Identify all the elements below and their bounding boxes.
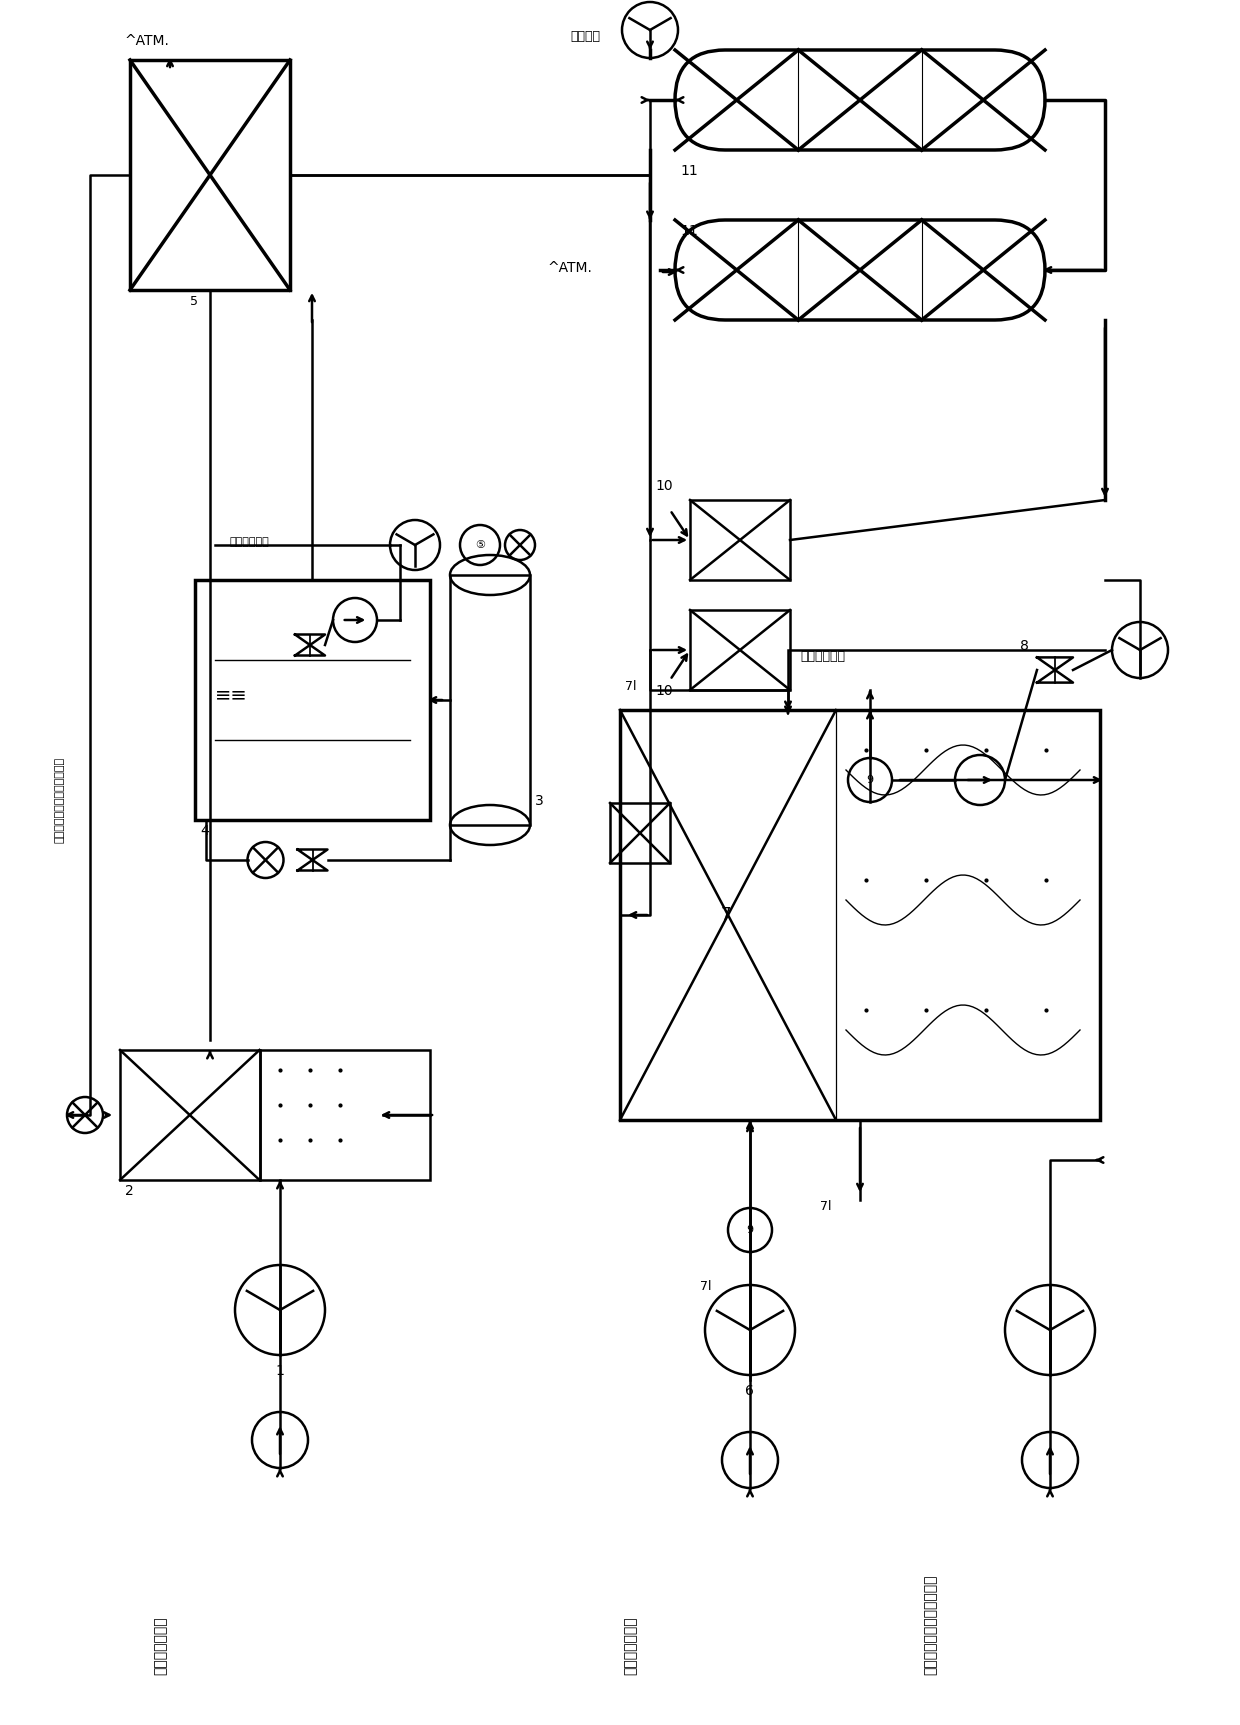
Text: 1: 1	[275, 1364, 284, 1378]
Text: 与鼃出组: 与鼃出组	[570, 29, 600, 43]
Text: 7l: 7l	[625, 680, 636, 693]
Text: 4: 4	[200, 825, 208, 838]
Text: 高浓度有机废气: 高浓度有机废气	[153, 1616, 167, 1675]
Text: ^ATM.: ^ATM.	[548, 260, 593, 274]
Text: 5: 5	[190, 295, 198, 309]
Text: 7: 7	[720, 906, 730, 925]
Text: 3: 3	[534, 794, 544, 807]
Text: 补充营养液来自污水处理场: 补充营养液来自污水处理场	[923, 1575, 937, 1675]
Text: 纤维束水处理: 纤维束水处理	[229, 536, 270, 547]
Text: ≡≡: ≡≡	[215, 685, 248, 704]
Bar	[195, 580, 430, 819]
Bar	[620, 711, 1100, 1120]
Bar	[610, 804, 670, 862]
Bar	[450, 574, 529, 825]
Text: 10: 10	[655, 685, 672, 699]
Text: 8: 8	[1021, 638, 1029, 654]
Text: 7l: 7l	[701, 1280, 712, 1294]
Bar	[120, 1051, 259, 1180]
Bar	[259, 1051, 430, 1180]
Bar	[689, 611, 790, 690]
Text: 11: 11	[680, 164, 698, 178]
Text: ⑤: ⑤	[475, 540, 485, 550]
Text: 9: 9	[867, 775, 873, 785]
Bar	[130, 60, 290, 290]
Bar	[689, 500, 790, 580]
Text: 11: 11	[680, 224, 698, 238]
Text: 2: 2	[125, 1183, 134, 1197]
Text: 7l: 7l	[820, 1201, 832, 1213]
Text: 10: 10	[655, 480, 672, 493]
Text: 6: 6	[745, 1383, 754, 1397]
Text: 低浓度有机废气: 低浓度有机废气	[622, 1616, 637, 1675]
Text: 纤维束水处理来源燃烧显示性: 纤维束水处理来源燃烧显示性	[55, 757, 64, 844]
Text: 9: 9	[746, 1225, 754, 1235]
Text: ^ATM.: ^ATM.	[125, 34, 170, 48]
Text: 纤维束水处理: 纤维束水处理	[800, 650, 844, 662]
